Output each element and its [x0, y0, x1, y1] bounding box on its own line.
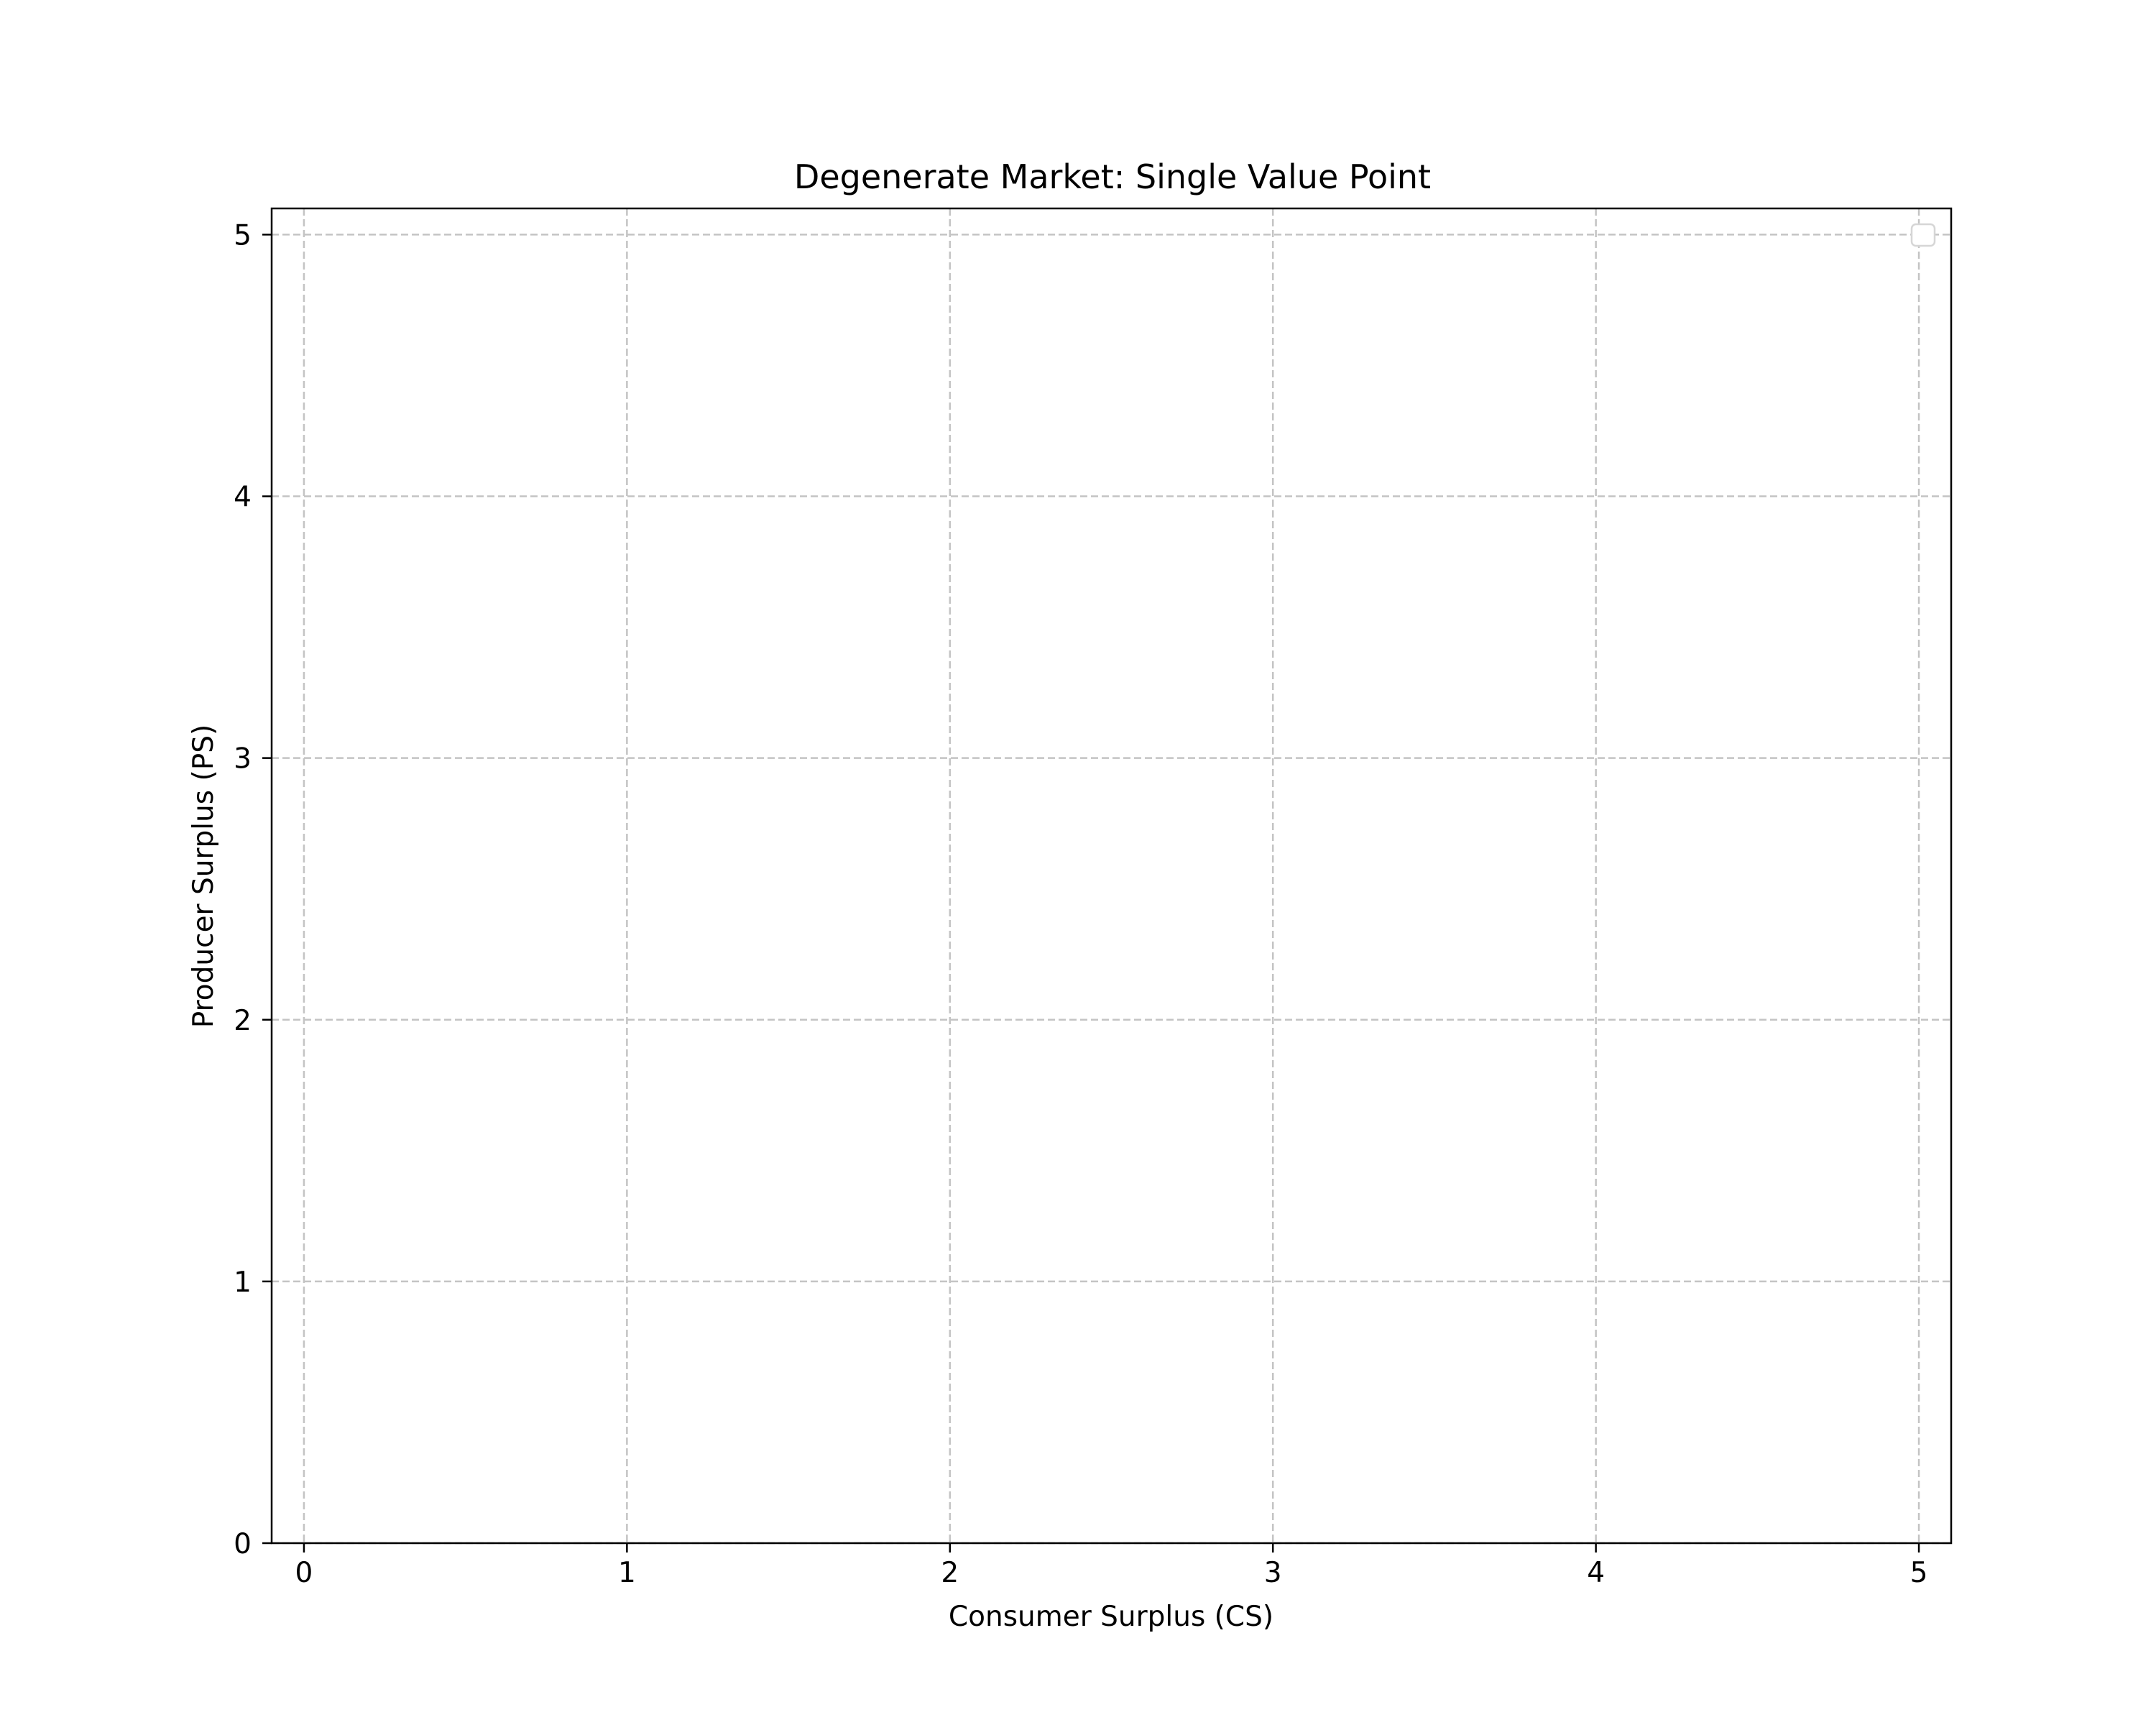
- x-tick-label: 5: [1910, 1557, 1928, 1589]
- x-tick-label: 3: [1264, 1557, 1282, 1589]
- y-tick-label: 4: [234, 482, 252, 514]
- x-tick-label: 4: [1587, 1557, 1605, 1589]
- y-tick-label: 3: [234, 743, 252, 776]
- grid-layer: [272, 208, 1951, 1545]
- y-tick-label: 2: [234, 1005, 252, 1037]
- x-tick-label: 2: [941, 1557, 959, 1589]
- legend-box: [1910, 223, 1936, 247]
- y-tick-label: 5: [234, 219, 252, 252]
- chart-title: Degenerate Market: Single Value Point: [794, 157, 1431, 196]
- ticks-layer: 0 1 2 3 4 5 0 1 2 3 4 5: [234, 219, 1927, 1589]
- plot-area: 0 1 2 3 4 5 0 1 2 3 4 5: [234, 207, 1953, 1589]
- x-tick-label: 1: [618, 1557, 636, 1589]
- x-tick-label: 0: [295, 1557, 313, 1589]
- y-axis-label: Producer Surplus (PS): [188, 724, 220, 1028]
- x-axis-label: Consumer Surplus (CS): [949, 1601, 1273, 1633]
- y-tick-label: 0: [234, 1528, 252, 1560]
- y-tick-label: 1: [234, 1266, 252, 1299]
- plot-background: [272, 208, 1951, 1543]
- plot-frame: [270, 207, 1953, 1545]
